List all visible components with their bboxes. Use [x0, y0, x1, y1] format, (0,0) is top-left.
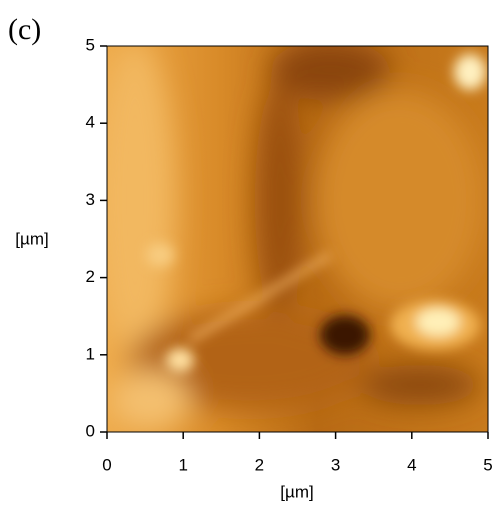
y-tick-label: 3 — [86, 190, 95, 209]
y-tick-label: 1 — [86, 344, 95, 363]
y-tick-label: 0 — [86, 421, 95, 440]
x-tick-label: 1 — [178, 455, 187, 474]
x-tick-label: 0 — [102, 455, 111, 474]
x-axis-label: [µm] — [280, 482, 313, 501]
x-tick-label: 2 — [255, 455, 264, 474]
y-tick-label: 2 — [86, 267, 95, 286]
y-tick-label: 4 — [86, 113, 95, 132]
chart: (c) [µm] [µm] 0 1 2 3 4 5 0 1 2 3 4 5 — [0, 0, 497, 511]
y-tick-label: 5 — [86, 35, 95, 54]
x-tick-label: 5 — [483, 455, 492, 474]
x-tick-label: 3 — [331, 455, 340, 474]
y-axis-label: [µm] — [15, 229, 48, 248]
afm-image — [95, 40, 488, 432]
panel-label: (c) — [8, 13, 41, 46]
x-tick-label: 4 — [407, 455, 416, 474]
